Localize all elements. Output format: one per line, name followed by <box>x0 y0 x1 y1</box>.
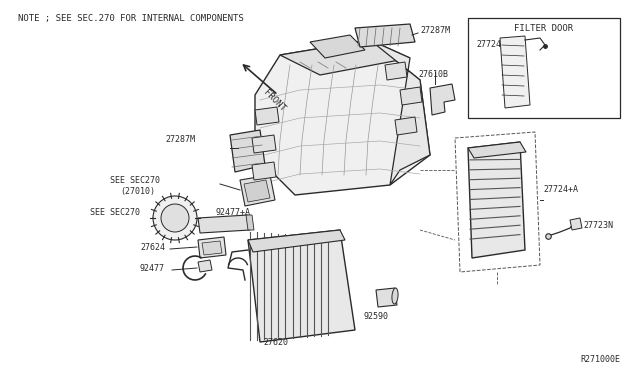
Polygon shape <box>280 40 410 75</box>
Circle shape <box>161 204 189 232</box>
Polygon shape <box>248 230 355 342</box>
Text: SEE SEC270: SEE SEC270 <box>90 208 140 217</box>
Polygon shape <box>198 215 250 233</box>
Text: 27624: 27624 <box>140 243 165 252</box>
Text: 92477+A: 92477+A <box>216 208 251 217</box>
Polygon shape <box>395 117 417 135</box>
Text: NOTE ; SEE SEC.270 FOR INTERNAL COMPONENTS: NOTE ; SEE SEC.270 FOR INTERNAL COMPONEN… <box>18 14 244 23</box>
Polygon shape <box>468 142 525 258</box>
Polygon shape <box>252 135 276 153</box>
Text: R271000E: R271000E <box>580 355 620 364</box>
Text: 27724+A: 27724+A <box>543 186 578 195</box>
Polygon shape <box>244 180 270 202</box>
Polygon shape <box>248 230 345 252</box>
Polygon shape <box>370 40 430 185</box>
Polygon shape <box>400 87 422 105</box>
Text: 27723N: 27723N <box>583 221 613 231</box>
Text: 27287M: 27287M <box>165 135 195 144</box>
Text: (27010): (27010) <box>120 187 155 196</box>
Polygon shape <box>355 24 415 47</box>
Text: 27620: 27620 <box>264 338 289 347</box>
Polygon shape <box>246 215 254 230</box>
Polygon shape <box>198 237 226 258</box>
Polygon shape <box>500 36 530 108</box>
Text: FRONT: FRONT <box>262 88 287 113</box>
Text: 27287M: 27287M <box>420 26 450 35</box>
Ellipse shape <box>392 288 398 304</box>
Polygon shape <box>202 241 222 255</box>
Bar <box>468 18 620 118</box>
Polygon shape <box>430 84 455 115</box>
Polygon shape <box>198 260 212 272</box>
Polygon shape <box>310 35 365 58</box>
Polygon shape <box>255 107 279 125</box>
Text: SEE SEC270: SEE SEC270 <box>110 176 160 185</box>
Polygon shape <box>230 130 265 172</box>
Circle shape <box>153 196 197 240</box>
Polygon shape <box>376 288 397 307</box>
Text: 27724: 27724 <box>476 40 501 49</box>
Polygon shape <box>240 175 275 206</box>
Polygon shape <box>468 142 526 158</box>
Polygon shape <box>385 62 407 80</box>
Text: 92477: 92477 <box>140 264 165 273</box>
Polygon shape <box>252 162 276 180</box>
Text: FILTER DOOR: FILTER DOOR <box>515 24 573 33</box>
Text: 92590: 92590 <box>364 312 388 321</box>
Polygon shape <box>570 218 582 230</box>
Text: 27610B: 27610B <box>418 70 448 79</box>
Polygon shape <box>255 40 430 195</box>
